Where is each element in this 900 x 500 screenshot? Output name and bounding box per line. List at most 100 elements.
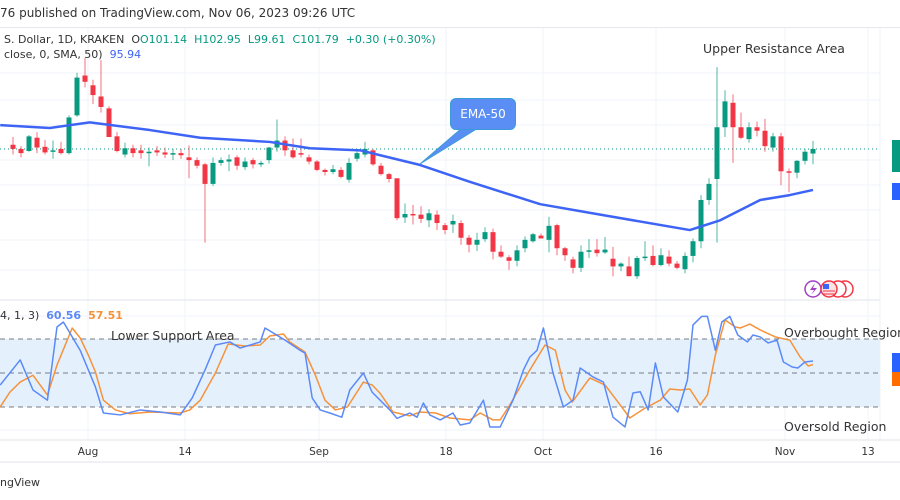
candle xyxy=(706,178,712,205)
candle xyxy=(754,121,760,137)
candle xyxy=(426,209,432,228)
candle-body xyxy=(738,127,744,138)
x-tick: Sep xyxy=(309,446,329,458)
candle xyxy=(146,147,152,167)
candle xyxy=(746,122,752,143)
ema-callout[interactable]: EMA-50 xyxy=(450,98,516,130)
change-value: +0.30 (+0.30%) xyxy=(345,33,436,46)
candle xyxy=(546,216,552,253)
candle xyxy=(194,157,200,169)
candle-body xyxy=(578,251,584,268)
candle xyxy=(154,146,160,156)
candle xyxy=(122,142,128,158)
candle-body xyxy=(58,148,64,154)
candle xyxy=(578,245,584,273)
candle xyxy=(178,148,184,159)
candle-body xyxy=(330,169,336,173)
candle xyxy=(642,241,648,261)
candle-body xyxy=(778,136,784,172)
candle xyxy=(522,236,528,253)
stoch-levels xyxy=(0,338,880,408)
candle-body xyxy=(266,147,272,161)
candle-body xyxy=(474,239,480,245)
candle xyxy=(290,138,296,159)
candle-body xyxy=(434,214,440,224)
candle xyxy=(394,178,400,221)
candle-body xyxy=(154,150,160,153)
candle-body xyxy=(570,259,576,268)
candle xyxy=(442,223,448,235)
candle xyxy=(658,248,664,267)
candle xyxy=(202,162,208,243)
x-tick: 13 xyxy=(861,446,875,458)
candle xyxy=(386,172,392,183)
candle xyxy=(138,144,144,159)
candle xyxy=(722,90,728,138)
candle xyxy=(682,252,688,274)
candle-body xyxy=(242,161,248,168)
candle-body xyxy=(146,151,152,154)
stoch-d-label xyxy=(892,372,900,386)
candle xyxy=(634,255,640,279)
sma-50-line xyxy=(0,121,814,232)
ma-legend[interactable]: close, 0, SMA, 50) 95.94 xyxy=(4,48,141,61)
candle-body xyxy=(722,101,728,128)
candle xyxy=(466,234,472,253)
candle xyxy=(506,255,512,270)
candle xyxy=(738,112,744,140)
us-flag-event-icon[interactable] xyxy=(820,280,854,298)
candle xyxy=(762,118,768,152)
ma-label: close, 0, SMA, 50) xyxy=(4,48,103,61)
candle-body xyxy=(698,199,704,242)
candle xyxy=(66,115,72,155)
candle-body xyxy=(386,174,392,179)
candle xyxy=(34,132,40,154)
candle-body xyxy=(706,183,712,200)
stoch-legend[interactable]: 4, 1, 3) 60.56 57.51 xyxy=(0,309,123,322)
symbol-legend[interactable]: S. Dollar, 1D, KRAKEN OO101.14 H102.95 L… xyxy=(4,33,436,46)
candle-body xyxy=(378,165,384,175)
candle-body xyxy=(530,234,536,242)
candle-body xyxy=(802,151,808,161)
candle-body xyxy=(690,241,696,256)
candle-body xyxy=(618,263,624,267)
candle-body xyxy=(66,117,72,154)
candle-body xyxy=(402,213,408,218)
candle-body xyxy=(306,157,312,162)
candle-body xyxy=(370,150,376,165)
candle xyxy=(242,157,248,170)
candle-body xyxy=(162,152,168,155)
candle xyxy=(50,140,56,159)
candle xyxy=(802,148,808,165)
candle xyxy=(306,154,312,165)
candle-body xyxy=(226,159,232,162)
candle-body xyxy=(42,146,48,153)
tradingview-brand[interactable]: ngView xyxy=(0,476,41,489)
candle-body xyxy=(546,225,552,240)
candle-body xyxy=(250,160,256,165)
candle-body xyxy=(346,162,352,180)
stoch-label: 4, 1, 3) xyxy=(0,309,40,322)
candle-body xyxy=(218,160,224,163)
candle-body xyxy=(10,144,16,149)
lightning-event-icon[interactable] xyxy=(804,280,822,298)
candle xyxy=(18,146,24,158)
candle xyxy=(586,239,592,259)
candle-body xyxy=(34,137,40,148)
candle-body xyxy=(74,77,80,116)
candle xyxy=(794,160,800,179)
candle-body xyxy=(290,150,296,158)
stoch-k-value: 60.56 xyxy=(46,309,82,322)
candle-body xyxy=(666,256,672,264)
candle-body xyxy=(394,178,400,219)
sma-line xyxy=(0,121,814,232)
candle xyxy=(594,239,600,257)
candle xyxy=(562,246,568,261)
candle xyxy=(162,147,168,159)
candle xyxy=(266,146,272,164)
candle xyxy=(698,195,704,249)
candle xyxy=(786,168,792,193)
candle-body xyxy=(730,102,736,128)
high-value: H102.95 xyxy=(194,33,241,46)
